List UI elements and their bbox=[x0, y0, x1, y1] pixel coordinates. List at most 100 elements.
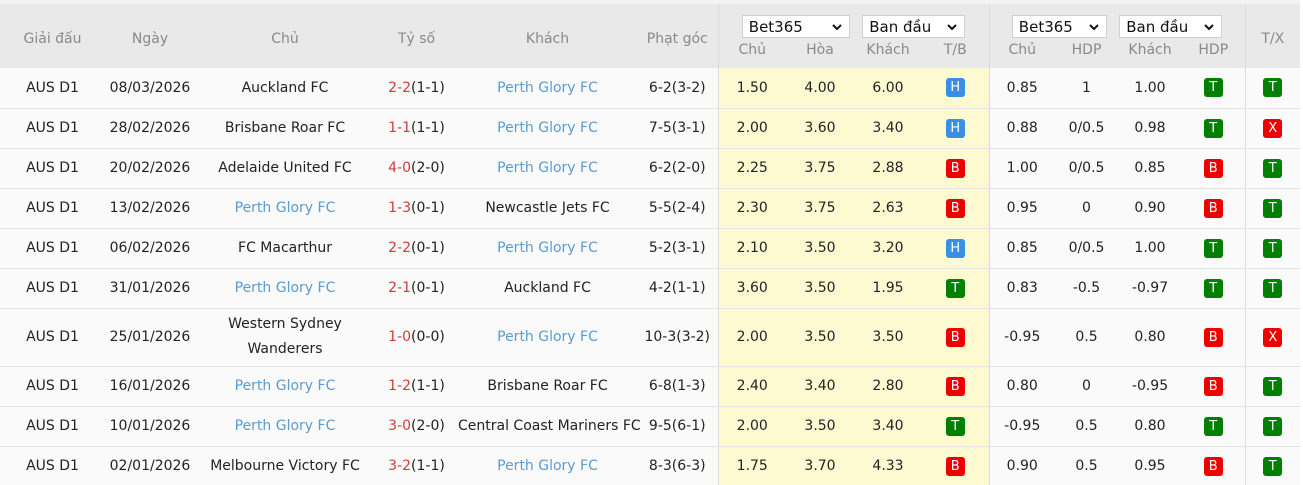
away-team-cell[interactable]: Central Coast Mariners FC bbox=[458, 406, 641, 447]
away-team-cell[interactable]: Brisbane Roar FC bbox=[458, 366, 637, 407]
team-link[interactable]: Perth Glory FC bbox=[234, 418, 336, 434]
hdp-badge-icon: T bbox=[1203, 78, 1223, 98]
home-team-cell[interactable]: Perth Glory FC bbox=[195, 188, 375, 229]
league-cell[interactable]: AUS D1 bbox=[0, 148, 105, 189]
table-row: AUS D1 13/02/2026 Perth Glory FC 1-3(0-1… bbox=[0, 188, 1301, 229]
corners-cell: 7-5(3-1) bbox=[637, 108, 718, 149]
odds-away-cell: 2.88 bbox=[854, 148, 922, 189]
team-link[interactable]: Perth Glory FC bbox=[234, 200, 336, 216]
hdp-away-cell: 0.95 bbox=[1118, 446, 1183, 485]
hdp-result-cell: B bbox=[1182, 366, 1246, 407]
over-under-badge-icon: T bbox=[1263, 278, 1283, 298]
hdp-type-select[interactable]: Ban đầu bbox=[1119, 15, 1223, 38]
score-cell: 1-3(0-1) bbox=[375, 188, 458, 229]
odds-away-cell: 3.50 bbox=[854, 308, 922, 367]
hdp-bookmaker-select[interactable]: Bet365 bbox=[1011, 15, 1107, 38]
date-cell: 25/01/2026 bbox=[105, 308, 195, 367]
hdp-badge-icon: B bbox=[1203, 198, 1223, 218]
tx-result-cell: T bbox=[1244, 268, 1301, 309]
hdp-badge-icon: B bbox=[1203, 456, 1223, 476]
result-badge-icon: H bbox=[945, 238, 965, 258]
league-cell[interactable]: AUS D1 bbox=[0, 268, 105, 309]
hdp-away-cell: 0.80 bbox=[1118, 308, 1183, 367]
score-halftime: (2-0) bbox=[411, 418, 445, 434]
hdp-home-cell: 0.85 bbox=[988, 68, 1056, 109]
league-cell[interactable]: AUS D1 bbox=[0, 228, 105, 269]
hdp-badge-icon: T bbox=[1203, 238, 1223, 258]
table-body: AUS D1 08/03/2026 Auckland FC 2-2(1-1) P… bbox=[0, 68, 1301, 485]
date-cell: 28/02/2026 bbox=[105, 108, 195, 149]
odds-away-cell: 3.40 bbox=[854, 406, 922, 447]
chevron-down-icon bbox=[832, 23, 842, 30]
home-team-cell[interactable]: Adelaide United FC bbox=[195, 148, 375, 189]
header-odds-draw: Hòa bbox=[786, 40, 854, 68]
away-team-cell[interactable]: Auckland FC bbox=[458, 268, 637, 309]
league-cell[interactable]: AUS D1 bbox=[0, 68, 105, 109]
tx-result-cell: T bbox=[1244, 228, 1301, 269]
team-link[interactable]: Perth Glory FC bbox=[497, 120, 598, 136]
team-link[interactable]: Perth Glory FC bbox=[497, 79, 598, 96]
away-team-cell[interactable]: Perth Glory FC bbox=[458, 446, 637, 485]
away-team-cell[interactable]: Perth Glory FC bbox=[458, 228, 637, 269]
home-team-cell[interactable]: Melbourne Victory FC bbox=[195, 446, 375, 485]
home-team-cell[interactable]: Perth Glory FC bbox=[195, 406, 375, 447]
league-cell[interactable]: AUS D1 bbox=[0, 406, 105, 447]
home-team-cell[interactable]: Brisbane Roar FC bbox=[195, 108, 375, 149]
odds-home-cell: 2.00 bbox=[717, 406, 786, 447]
team-link[interactable]: Perth Glory FC bbox=[497, 240, 598, 256]
hdp-away-cell: -0.95 bbox=[1118, 366, 1183, 407]
odds-type-value: Ban đầu bbox=[869, 17, 932, 36]
away-team-cell[interactable]: Perth Glory FC bbox=[458, 148, 637, 189]
hdp-line-cell: 0 bbox=[1055, 366, 1119, 407]
odds-type-select[interactable]: Ban đầu bbox=[862, 15, 966, 38]
team-link[interactable]: Perth Glory FC bbox=[234, 378, 336, 394]
odds-result-cell: H bbox=[922, 108, 990, 149]
table-row: AUS D1 16/01/2026 Perth Glory FC 1-2(1-1… bbox=[0, 366, 1301, 407]
odds-draw-cell: 3.75 bbox=[786, 188, 854, 229]
away-team-cell[interactable]: Perth Glory FC bbox=[458, 308, 637, 367]
table-row: AUS D1 10/01/2026 Perth Glory FC 3-0(2-0… bbox=[0, 406, 1301, 447]
league-cell[interactable]: AUS D1 bbox=[0, 366, 105, 407]
home-team-cell[interactable]: Perth Glory FC bbox=[195, 268, 375, 309]
league-cell[interactable]: AUS D1 bbox=[0, 446, 105, 485]
tx-result-cell: T bbox=[1244, 446, 1301, 485]
hdp-line-cell: 0/0.5 bbox=[1055, 148, 1119, 189]
score-fulltime: 1-1 bbox=[388, 120, 412, 136]
over-under-badge-icon: T bbox=[1263, 376, 1283, 396]
league-cell[interactable]: AUS D1 bbox=[0, 188, 105, 229]
score-cell: 2-1(0-1) bbox=[375, 268, 458, 309]
home-team-cell[interactable]: Auckland FC bbox=[195, 68, 375, 109]
team-link[interactable]: Perth Glory FC bbox=[497, 160, 598, 176]
hdp-away-cell: 0.85 bbox=[1118, 148, 1183, 189]
over-under-badge-icon: T bbox=[1263, 78, 1283, 98]
hdp-away-cell: 0.98 bbox=[1118, 108, 1183, 149]
away-team-cell[interactable]: Perth Glory FC bbox=[458, 108, 637, 149]
result-badge-icon: T bbox=[945, 278, 965, 298]
header-date: Ngày bbox=[105, 0, 195, 68]
over-under-badge-icon: T bbox=[1263, 416, 1283, 436]
home-team-cell[interactable]: FC Macarthur bbox=[195, 228, 375, 269]
table-header: Giải đấu Ngày Chủ Tỷ số Khách Phạt góc B… bbox=[0, 0, 1301, 68]
team-link[interactable]: Perth Glory FC bbox=[497, 329, 598, 345]
team-link[interactable]: Perth Glory FC bbox=[234, 280, 336, 296]
odds-away-cell: 6.00 bbox=[854, 68, 922, 109]
team-link[interactable]: Perth Glory FC bbox=[497, 458, 598, 474]
over-under-badge-icon: T bbox=[1263, 198, 1283, 218]
home-team-cell[interactable]: Western Sydney Wanderers bbox=[195, 308, 375, 367]
hdp-result-cell: T bbox=[1182, 108, 1246, 149]
table-row: AUS D1 08/03/2026 Auckland FC 2-2(1-1) P… bbox=[0, 68, 1301, 109]
date-cell: 31/01/2026 bbox=[105, 268, 195, 309]
odds-bookmaker-select[interactable]: Bet365 bbox=[741, 15, 850, 38]
odds-home-cell: 2.30 bbox=[717, 188, 786, 229]
league-cell[interactable]: AUS D1 bbox=[0, 308, 105, 367]
away-team-cell[interactable]: Newcastle Jets FC bbox=[458, 188, 637, 229]
league-cell[interactable]: AUS D1 bbox=[0, 108, 105, 149]
home-team-cell[interactable]: Perth Glory FC bbox=[195, 366, 375, 407]
score-cell: 1-0(0-0) bbox=[375, 308, 458, 367]
odds-result-cell: B bbox=[922, 366, 990, 407]
corners-cell: 6-2(3-2) bbox=[637, 68, 718, 109]
away-team-cell[interactable]: Perth Glory FC bbox=[458, 68, 637, 109]
hdp-home-cell: 0.88 bbox=[988, 108, 1056, 149]
